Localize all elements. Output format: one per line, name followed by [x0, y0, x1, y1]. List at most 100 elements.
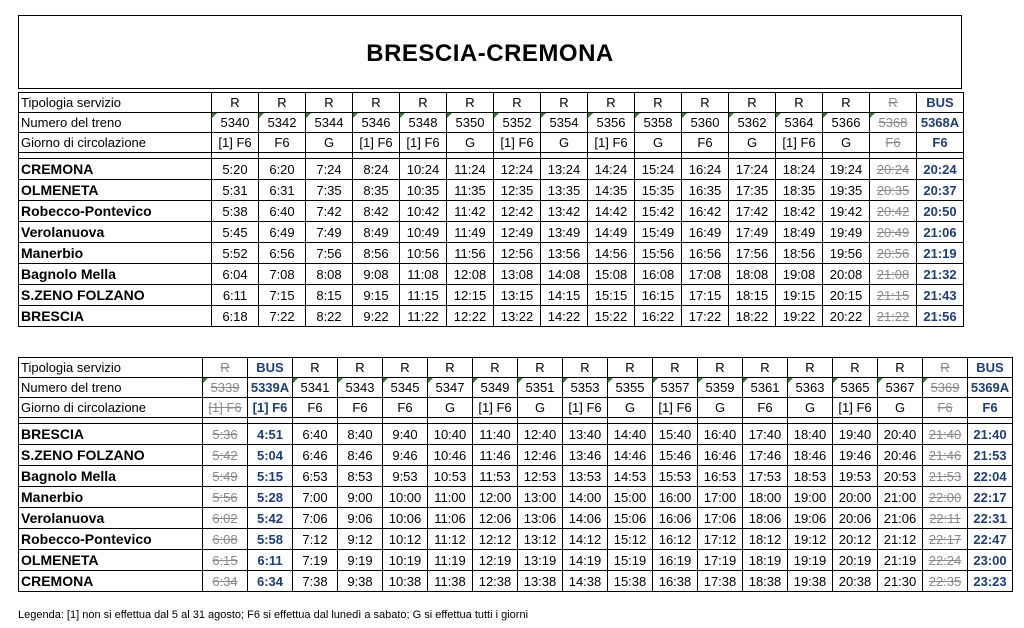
time-cell: 21:08: [869, 263, 917, 285]
time-cell: 6:11: [247, 549, 293, 571]
time-cell: 6:34: [247, 570, 293, 592]
time-cell: 13:15: [493, 284, 541, 306]
station-row: Verolanuova 6:02 5:42 7:06 9:06 10:06 11:06 12:…: [18, 507, 1013, 529]
time-cell: 15:06: [607, 507, 653, 529]
time-cell: 15:46: [652, 444, 698, 466]
time-cell: 6:18: [211, 305, 259, 327]
time-cell: 13:53: [562, 465, 608, 487]
time-cell: 10:40: [427, 423, 473, 445]
time-cell: 21:00: [877, 486, 923, 508]
time-cell: 11:19: [427, 549, 473, 571]
time-cell: 21:19: [916, 242, 964, 264]
time-cell: 5:31: [211, 179, 259, 201]
station-name: Manerbio: [18, 242, 212, 264]
time-cell: 10:49: [399, 221, 447, 243]
train-number-cell: 5357: [652, 377, 698, 398]
tipologia-cell: R: [607, 357, 653, 378]
time-cell: 22:31: [967, 507, 1013, 529]
time-cell: 21:22: [869, 305, 917, 327]
tipologia-cell: R: [211, 92, 259, 113]
time-cell: 21:15: [869, 284, 917, 306]
time-cell: 18:46: [787, 444, 833, 466]
station-name: CREMONA: [18, 570, 203, 592]
time-cell: 21:53: [922, 465, 968, 487]
station-name: Manerbio: [18, 486, 203, 508]
day-cell: F6: [916, 132, 964, 153]
train-number-cell: 5365: [832, 377, 878, 398]
time-cell: 18:42: [775, 200, 823, 222]
time-cell: 17:06: [697, 507, 743, 529]
day-cell: [1] F6: [775, 132, 823, 153]
day-cell: G: [697, 397, 743, 418]
time-cell: 8:40: [337, 423, 383, 445]
tipologia-cell: R: [787, 357, 833, 378]
time-cell: 18:49: [775, 221, 823, 243]
time-cell: 17:38: [697, 570, 743, 592]
time-cell: 21:19: [877, 549, 923, 571]
time-cell: 18:19: [742, 549, 788, 571]
time-cell: 17:24: [728, 158, 776, 180]
time-cell: 9:46: [382, 444, 428, 466]
time-cell: 11:06: [427, 507, 473, 529]
time-cell: 7:42: [305, 200, 353, 222]
time-cell: 14:15: [540, 284, 588, 306]
time-cell: 14:40: [607, 423, 653, 445]
time-cell: 21:53: [967, 444, 1013, 466]
header-row: Tipologia servizio R BUS R R R R R R R R R R R R R R R BUS: [18, 357, 1013, 378]
station-name: Bagnolo Mella: [18, 263, 212, 285]
tipologia-cell: R: [427, 357, 473, 378]
train-number-cell: 5354: [540, 112, 588, 133]
time-cell: 21:06: [916, 221, 964, 243]
tipologia-cell: R: [446, 92, 494, 113]
time-cell: 11:38: [427, 570, 473, 592]
time-cell: 5:52: [211, 242, 259, 264]
time-cell: 7:35: [305, 179, 353, 201]
day-cell: F6: [922, 397, 968, 418]
time-cell: 17:19: [697, 549, 743, 571]
time-cell: 7:22: [258, 305, 306, 327]
row-label: Giorno di circolazione: [18, 397, 203, 418]
time-cell: 16:49: [681, 221, 729, 243]
tipologia-cell: R: [869, 92, 917, 113]
time-cell: 7:24: [305, 158, 353, 180]
time-cell: 10:53: [427, 465, 473, 487]
time-cell: 21:40: [967, 423, 1013, 445]
legend: Legenda: [1] non si effettua dal 5 al 31…: [18, 609, 529, 621]
station-row: Robecco-Pontevico 5:38 6:40 7:42 8:42 10:42 11…: [18, 200, 964, 222]
train-number-cell: 5349: [472, 377, 518, 398]
time-cell: 11:40: [472, 423, 518, 445]
time-cell: 20:46: [877, 444, 923, 466]
time-cell: 13:08: [493, 263, 541, 285]
day-cell: [1] F6: [652, 397, 698, 418]
time-cell: 6:40: [258, 200, 306, 222]
time-cell: 14:46: [607, 444, 653, 466]
time-cell: 18:56: [775, 242, 823, 264]
time-cell: 13:35: [540, 179, 588, 201]
time-cell: 11:22: [399, 305, 447, 327]
time-cell: 18:15: [728, 284, 776, 306]
time-cell: 6:53: [292, 465, 338, 487]
tipologia-cell: R: [775, 92, 823, 113]
day-cell: G: [728, 132, 776, 153]
day-cell: [1] F6: [472, 397, 518, 418]
tipologia-cell: R: [697, 357, 743, 378]
tipologia-cell: R: [258, 92, 306, 113]
time-cell: 19:46: [832, 444, 878, 466]
row-label: Numero del treno: [18, 377, 203, 398]
time-cell: 19:15: [775, 284, 823, 306]
station-row: S.ZENO FOLZANO 5:42 5:04 6:46 8:46 9:46 10:46 1…: [18, 444, 1013, 466]
time-cell: 11:15: [399, 284, 447, 306]
header-row: Numero del treno 5339 5339A 5341 5343 5345 534…: [18, 377, 1013, 398]
time-cell: 18:06: [742, 507, 788, 529]
time-cell: 17:00: [697, 486, 743, 508]
time-cell: 21:43: [916, 284, 964, 306]
train-number-cell: 5369A: [967, 377, 1013, 398]
train-number-cell: 5359: [697, 377, 743, 398]
station-row: Robecco-Pontevico 6:08 5:58 7:12 9:12 10:12 11…: [18, 528, 1013, 550]
station-name: OLMENETA: [18, 549, 203, 571]
time-cell: 10:06: [382, 507, 428, 529]
tipologia-cell: R: [634, 92, 682, 113]
time-cell: 5:15: [247, 465, 293, 487]
time-cell: 17:49: [728, 221, 776, 243]
train-number-cell: 5356: [587, 112, 635, 133]
